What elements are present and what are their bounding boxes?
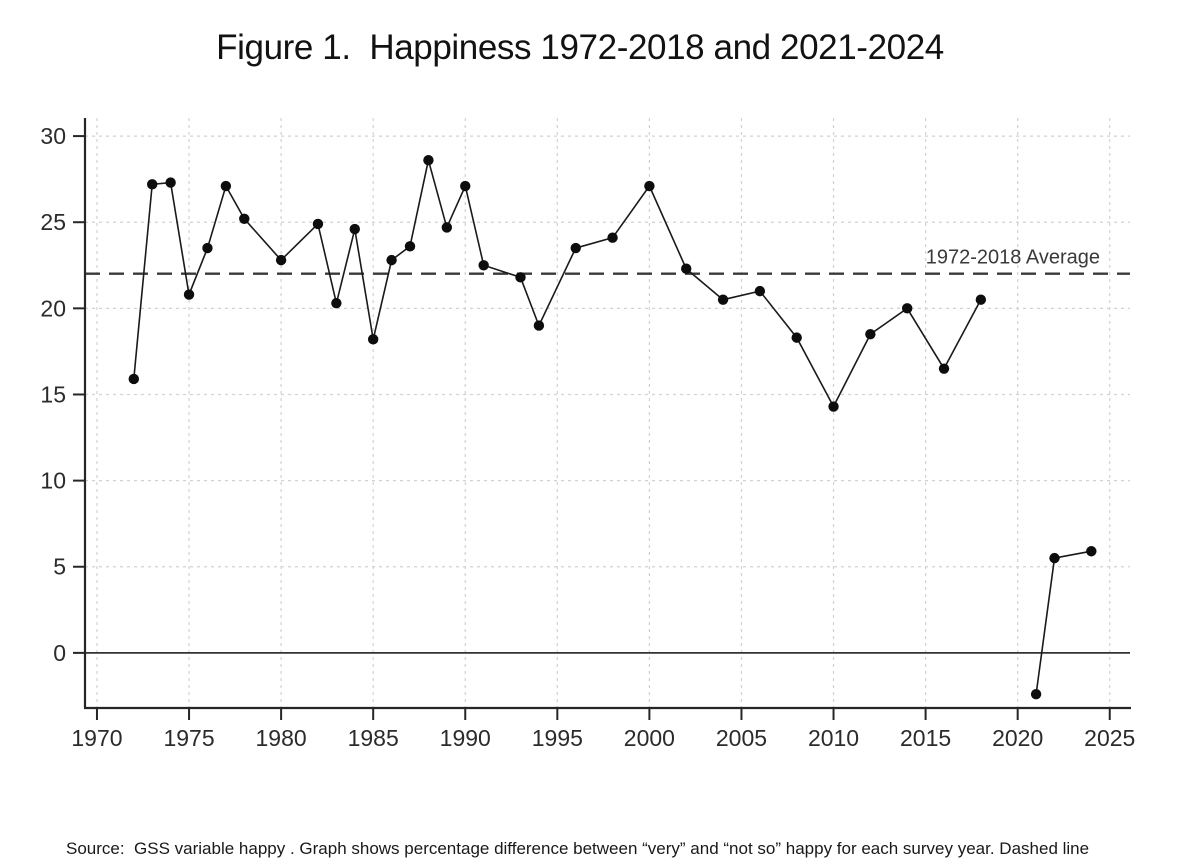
data-point	[1049, 552, 1060, 564]
data-point	[460, 180, 471, 192]
x-tick-label: 1975	[163, 725, 214, 751]
data-point	[975, 294, 987, 305]
data-point	[754, 285, 766, 297]
y-tick-label: 0	[53, 640, 66, 666]
data-point	[478, 260, 489, 271]
series-line-post2020	[1035, 550, 1092, 695]
data-point	[165, 177, 176, 188]
x-tick-label: 1985	[348, 725, 399, 751]
y-tick-label: 5	[53, 554, 66, 580]
data-point	[183, 289, 195, 300]
data-point	[441, 222, 453, 233]
x-tick-label: 1995	[532, 725, 583, 751]
data-point	[791, 332, 802, 343]
data-point	[938, 363, 950, 374]
data-point	[828, 401, 839, 412]
source-note: Source: GSS variable happy . Graph shows…	[66, 784, 1089, 866]
y-tick-label: 10	[40, 468, 66, 494]
data-point	[404, 241, 416, 252]
data-point	[275, 254, 287, 266]
data-point	[1086, 546, 1097, 557]
x-tick-label: 2025	[1084, 725, 1135, 751]
x-tick-label: 2005	[716, 725, 767, 751]
source-note-line1: Source: GSS variable happy . Graph shows…	[66, 839, 1090, 858]
data-point	[681, 263, 692, 274]
y-tick-label: 30	[40, 123, 66, 149]
data-point	[644, 180, 655, 192]
data-point	[349, 223, 360, 235]
x-tick-label: 1970	[71, 725, 122, 751]
data-point	[607, 232, 618, 243]
data-point	[220, 180, 232, 192]
figure-title: Figure 1. Happiness 1972-2018 and 2021-2…	[216, 28, 944, 67]
x-tick-label: 2020	[992, 725, 1043, 751]
data-point	[128, 373, 139, 385]
x-tick-label: 1980	[256, 725, 307, 751]
data-point	[239, 213, 250, 224]
data-point	[865, 328, 876, 340]
data-point	[202, 242, 213, 254]
data-point	[331, 297, 342, 309]
series-line-pre2020	[133, 159, 982, 409]
y-tick-label: 20	[40, 295, 66, 321]
x-tick-label: 2000	[624, 725, 675, 751]
x-tick-label: 2010	[808, 725, 859, 751]
y-tick-label: 25	[40, 209, 66, 235]
data-point	[717, 294, 729, 305]
data-point	[570, 242, 581, 254]
average-line-label: 1972-2018 Average	[926, 247, 1100, 269]
data-point	[386, 254, 397, 266]
x-tick-label: 2015	[900, 725, 951, 751]
data-point	[367, 334, 379, 345]
data-point	[901, 303, 913, 314]
data-point	[533, 320, 545, 331]
data-point	[1030, 689, 1042, 700]
data-point	[147, 179, 158, 190]
y-tick-label: 15	[40, 381, 66, 407]
data-point	[312, 218, 324, 230]
data-point	[515, 272, 526, 283]
data-point	[423, 155, 434, 166]
x-tick-label: 1990	[440, 725, 491, 751]
